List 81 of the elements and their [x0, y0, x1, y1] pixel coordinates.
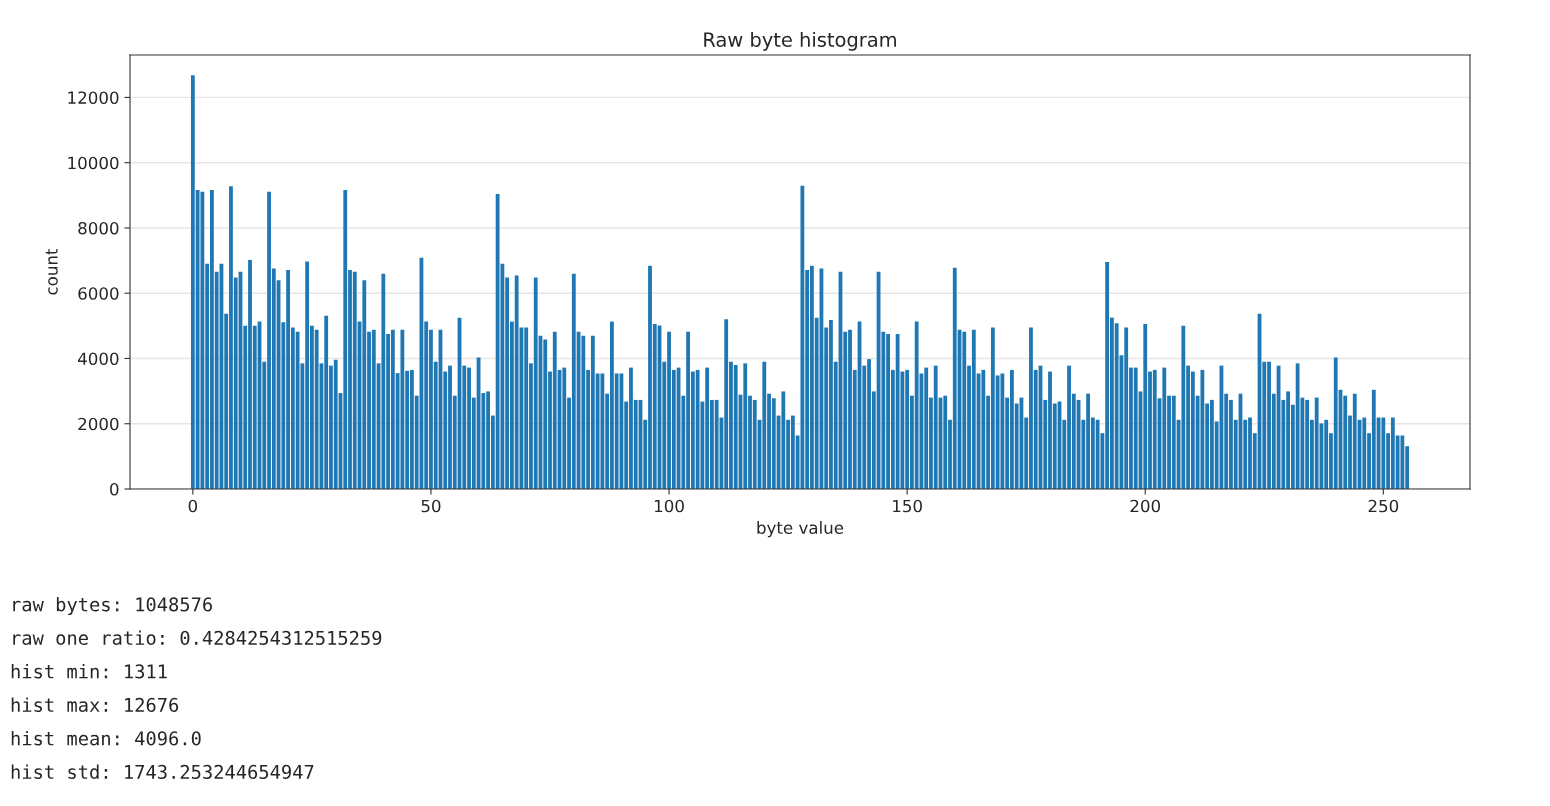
bar: [971, 329, 976, 489]
bar: [1171, 395, 1176, 489]
text: hist mean: 4096.0: [11, 730, 201, 746]
text: hist min: 1311: [11, 663, 167, 679]
bar: [1000, 373, 1005, 489]
bar: [295, 331, 300, 489]
bar: [895, 334, 900, 489]
bar: [333, 359, 338, 489]
bar: [571, 273, 576, 489]
y-tick-label: 4000: [77, 352, 119, 366]
bar: [924, 367, 929, 489]
bar: [371, 329, 376, 489]
bar: [752, 399, 757, 489]
text: hist std: 1743.253244654947: [11, 764, 314, 779]
x-tick-label: 250: [1368, 499, 1399, 513]
bar: [1200, 369, 1205, 489]
bar: [524, 327, 529, 489]
text: raw bytes: 1048576: [13, 596, 212, 616]
bar: [1162, 367, 1167, 489]
bar: [1152, 369, 1157, 489]
bar: [543, 339, 548, 489]
bar: [352, 271, 357, 489]
bar: [533, 277, 538, 489]
bar: [343, 190, 348, 489]
bar: [495, 194, 500, 489]
bar: [1133, 367, 1138, 489]
bar: [514, 275, 519, 489]
bar: [1295, 363, 1300, 489]
bar: [952, 267, 957, 489]
x-tick-label: 50: [421, 499, 441, 513]
y-tick-label: 2000: [78, 417, 119, 431]
bar: [1124, 327, 1129, 489]
bar: [200, 191, 205, 489]
bar: [1324, 419, 1329, 489]
bar: [1095, 419, 1100, 489]
bar: [1371, 389, 1376, 489]
y-tick-label: 12000: [68, 91, 119, 104]
bar: [562, 367, 567, 489]
bar: [362, 280, 367, 489]
x-tick-label: 0: [188, 499, 198, 513]
bar: [981, 369, 986, 489]
bar: [781, 391, 786, 489]
bar: [743, 363, 748, 489]
y-tick-label: 6000: [78, 287, 119, 300]
x-tick-label: 100: [654, 499, 684, 513]
bar: [314, 329, 319, 489]
x-axis-title: byte value: [757, 521, 844, 538]
y-axis-title: count: [45, 248, 58, 295]
bar: [400, 329, 405, 489]
bar: [695, 369, 700, 489]
chart-title: Raw byte histogram: [704, 31, 896, 51]
bar: [714, 399, 719, 489]
bar: [581, 335, 586, 489]
bar: [324, 315, 329, 489]
bar: [1400, 435, 1405, 489]
bar: [1333, 357, 1338, 489]
y-tick-label: 8000: [78, 221, 119, 235]
y-tick-label: 10000: [68, 156, 119, 170]
bar: [600, 373, 605, 489]
bar: [552, 331, 557, 489]
x-tick-label: 200: [1130, 499, 1161, 513]
bar: [914, 321, 919, 489]
text: raw one ratio: 0.4284254312515259: [13, 630, 382, 645]
bar: [733, 365, 738, 489]
bar: [1143, 323, 1148, 489]
bar: [381, 273, 386, 489]
bar: [962, 331, 967, 489]
bar: [933, 365, 938, 489]
bar: [800, 185, 805, 489]
bar: [771, 398, 776, 489]
bar: [1352, 393, 1357, 489]
bar: [1181, 325, 1186, 489]
bar: [943, 395, 948, 489]
bar: [724, 319, 729, 489]
bar: [1362, 417, 1367, 489]
x-tick-label: 150: [893, 499, 922, 513]
text: hist max: 12676: [11, 697, 179, 712]
y-tick-label: 0: [110, 482, 119, 496]
bar: [762, 361, 767, 489]
bar: [1381, 417, 1386, 489]
bar: [1314, 397, 1319, 489]
